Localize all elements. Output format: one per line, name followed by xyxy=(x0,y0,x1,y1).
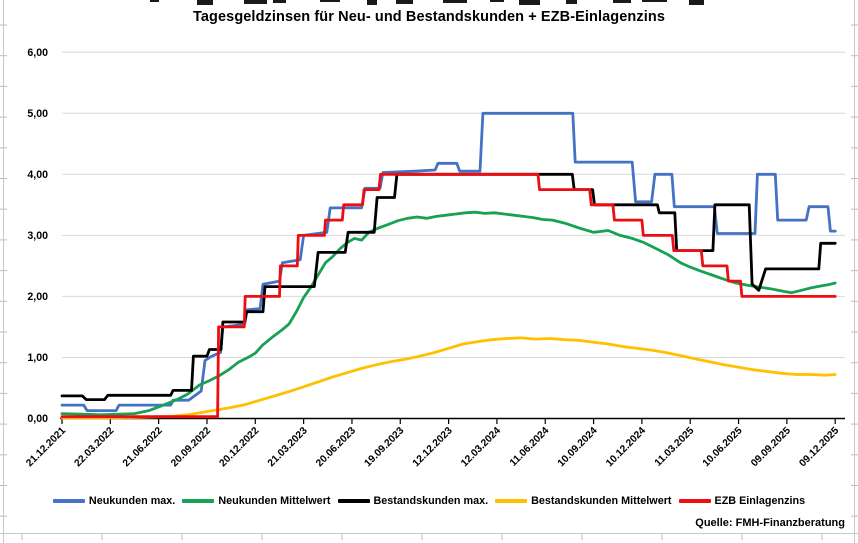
y-tick-label: 3,00 xyxy=(27,230,48,242)
legend-label: Bestandskunden Mittelwert xyxy=(531,495,672,507)
y-tick-label: 1,00 xyxy=(27,352,48,364)
y-tick-label: 5,00 xyxy=(27,108,48,120)
x-tick-label: 21.03.2023 xyxy=(266,425,310,469)
x-tick-label: 09.09.2025 xyxy=(749,425,793,469)
legend-line-swatch xyxy=(52,499,85,503)
y-tick-label: 6,00 xyxy=(27,47,48,59)
legend-line-swatch xyxy=(182,499,215,503)
x-tick-label: 20.12.2022 xyxy=(218,425,262,469)
legend-label: Neukunden Mittelwert xyxy=(218,495,331,507)
cutoff-artifacts xyxy=(150,0,704,5)
x-tick-label: 11.03.2025 xyxy=(653,425,697,469)
x-tick-label: 22.03.2022 xyxy=(73,425,117,469)
series-line-bestandskunden-mittelwert xyxy=(60,336,837,420)
x-tick-label: 20.09.2022 xyxy=(169,425,213,469)
legend-item: Bestandskunden max. xyxy=(337,495,489,507)
x-tick-label: 21.06.2022 xyxy=(121,425,165,469)
series-line-neukunden-mittelwert xyxy=(60,210,837,417)
legend-item: Neukunden Mittelwert xyxy=(182,495,331,507)
x-tick-label: 19.09.2023 xyxy=(363,425,407,469)
gridlines xyxy=(62,51,845,358)
y-tick-label: 4,00 xyxy=(27,169,48,181)
y-axis-labels: 0,00 1,00 2,00 3,00 4,00 5,00 6,00 xyxy=(27,47,48,425)
chart-legend: Neukunden max. Neukunden Mittelwert Bestan… xyxy=(0,492,858,510)
series-line-bestandskunden-max xyxy=(60,172,837,402)
x-tick-label: 09.12.2025 xyxy=(797,425,841,469)
legend-label: Bestandskunden max. xyxy=(373,495,489,507)
source-label: Quelle: FMH-Finanzberatung xyxy=(695,517,845,529)
legend-item: EZB Einlagenzins xyxy=(678,495,806,507)
legend-label: Neukunden max. xyxy=(88,495,176,507)
x-tick-label: 11.06.2024 xyxy=(508,425,552,469)
x-tick-label: 12.12.2023 xyxy=(411,425,455,469)
legend-line-swatch xyxy=(337,499,370,503)
y-tick-label: 0,00 xyxy=(27,413,48,425)
x-tick-label: 20.06.2023 xyxy=(314,425,358,469)
legend-item: Bestandskunden Mittelwert xyxy=(495,495,672,507)
series-line-neukunden-max xyxy=(60,111,837,413)
legend-line-swatch xyxy=(495,499,528,503)
legend-line-swatch xyxy=(678,499,711,503)
x-tick-label: 10.09.2024 xyxy=(556,425,600,469)
y-tick-label: 2,00 xyxy=(27,291,48,303)
x-tick-label: 12.03.2024 xyxy=(459,425,503,469)
legend-label: EZB Einlagenzins xyxy=(714,495,806,507)
x-axis xyxy=(60,417,845,424)
x-tick-label: 10.12.2024 xyxy=(604,425,648,469)
series-lines xyxy=(60,111,837,420)
chart-title: Tagesgeldzinsen für Neu- und Bestandskun… xyxy=(192,9,665,25)
legend-item: Neukunden max. xyxy=(52,495,176,507)
series-line-ezb-einlagenzins xyxy=(60,172,837,419)
x-tick-label: 10.06.2025 xyxy=(701,425,745,469)
x-axis-labels: 21.12.2021 22.03.2022 21.06.2022 20.09.2022… xyxy=(24,425,841,469)
x-tick-label: 21.12.2021 xyxy=(24,425,68,469)
